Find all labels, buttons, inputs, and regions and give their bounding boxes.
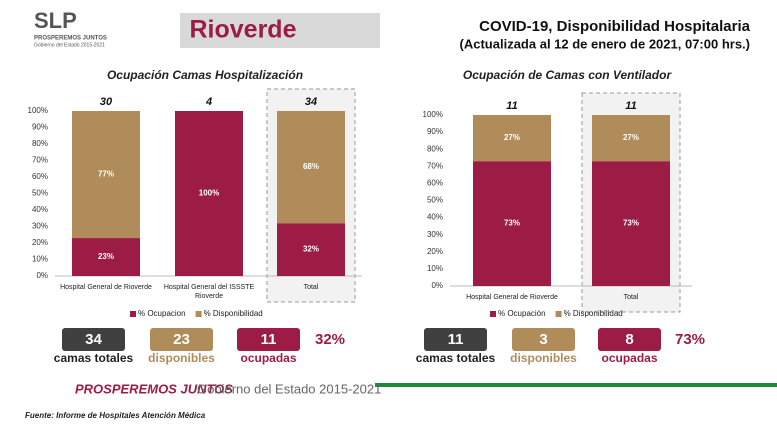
title-box [180,13,380,48]
total-label: 30 [100,96,113,108]
summary-value: 11 [261,331,277,348]
summary-value: 8 [625,331,633,348]
summary-value: 23 [173,331,190,348]
data-label: 68% [303,162,319,171]
data-label: 77% [98,170,114,179]
right-subtitle: (Actualizada al 12 de enero de 2021, 07:… [460,36,750,51]
total-label: 4 [205,96,212,108]
bar-segment [72,111,140,239]
summary-percent: 73% [675,331,705,348]
bar-segment [277,111,345,224]
legend-label: % Ocupación [498,309,546,318]
bar-segment [473,115,551,162]
legend-label: % Disponibilidad [204,309,263,318]
y-tick-label: 20% [427,247,443,256]
y-tick-label: 50% [427,196,443,205]
total-label: 34 [305,96,317,108]
summary-label: ocupadas [240,351,296,365]
data-label: 73% [504,219,520,228]
bar-segment [473,161,551,286]
bar-segment [175,111,243,276]
y-tick-label: 20% [32,238,48,247]
footer-government: Gobierno del Estado 2015-2021 [197,381,381,396]
legend-swatch [195,311,202,317]
bar-segment [592,115,670,162]
page-title: Rioverde [190,16,297,44]
legend-swatch [130,311,136,317]
y-tick-label: 0% [431,281,443,290]
logo-tagline: PROSPEREMOS JUNTOS [34,36,107,42]
y-tick-label: 0% [36,271,48,280]
y-tick-label: 90% [427,127,443,136]
x-tick-label: Hospital General del ISSSTE Rioverde [164,284,255,300]
chart-title: Ocupación Camas Hospitalización [107,68,303,82]
summary-box [62,328,125,351]
logo: SLP [34,8,77,33]
summary-box [598,328,661,351]
legend-label: % Ocupacion [138,309,186,318]
y-tick-label: 40% [32,205,48,214]
total-label: 11 [625,100,636,112]
x-tick-label: Total [624,294,639,301]
y-tick-label: 30% [32,222,48,231]
source: Fuente: Informe de Hospitales Atención M… [25,411,206,420]
y-tick-label: 10% [427,264,443,273]
legend-swatch [490,311,496,317]
chart-title: Ocupación de Camas con Ventilador [463,68,673,82]
y-tick-label: 40% [427,213,443,222]
y-tick-label: 100% [28,106,48,115]
summary-box [237,328,300,351]
y-tick-label: 80% [427,144,443,153]
data-label: 23% [98,252,114,261]
x-tick-label: Total [304,284,319,291]
y-tick-label: 70% [427,161,443,170]
summary-value: 34 [85,331,102,348]
summary-value: 3 [539,331,547,348]
y-tick-label: 10% [32,255,48,264]
summary-label: camas totales [54,351,134,365]
y-tick-label: 60% [427,179,443,188]
data-label: 100% [199,189,219,198]
summary-percent: 32% [315,331,345,348]
y-tick-label: 80% [32,139,48,148]
x-tick-label: Hospital General de Rioverde [466,294,558,301]
summary-box [150,328,213,351]
summary-label: camas totales [416,351,496,365]
legend-swatch [555,311,562,317]
y-tick-label: 100% [423,110,443,119]
bar-segment [277,223,345,276]
logo-subtitle: Gobierno del Estado 2015-2021 [34,42,105,48]
y-tick-label: 60% [32,172,48,181]
bar-segment [592,161,670,286]
y-tick-label: 50% [32,189,48,198]
x-tick-label: Hospital General de Rioverde [60,284,152,291]
data-label: 27% [623,133,639,142]
bar-segment [72,238,140,276]
y-tick-label: 90% [32,123,48,132]
footer-tagline: PROSPEREMOS JUNTOS [75,381,233,396]
right-title: COVID-19, Disponibilidad Hospitalaria [479,18,751,35]
summary-label: disponibles [510,351,577,365]
y-tick-label: 70% [32,156,48,165]
summary-label: disponibles [148,351,215,365]
total-label: 11 [506,100,517,112]
summary-box [424,328,487,351]
summary-label: ocupadas [601,351,657,365]
data-label: 32% [303,245,319,254]
summary-value: 11 [448,331,464,348]
summary-box [512,328,575,351]
data-label: 27% [504,133,520,142]
y-tick-label: 30% [427,230,443,239]
data-label: 73% [623,219,639,228]
legend-label: % Disponibilidad [564,309,623,318]
